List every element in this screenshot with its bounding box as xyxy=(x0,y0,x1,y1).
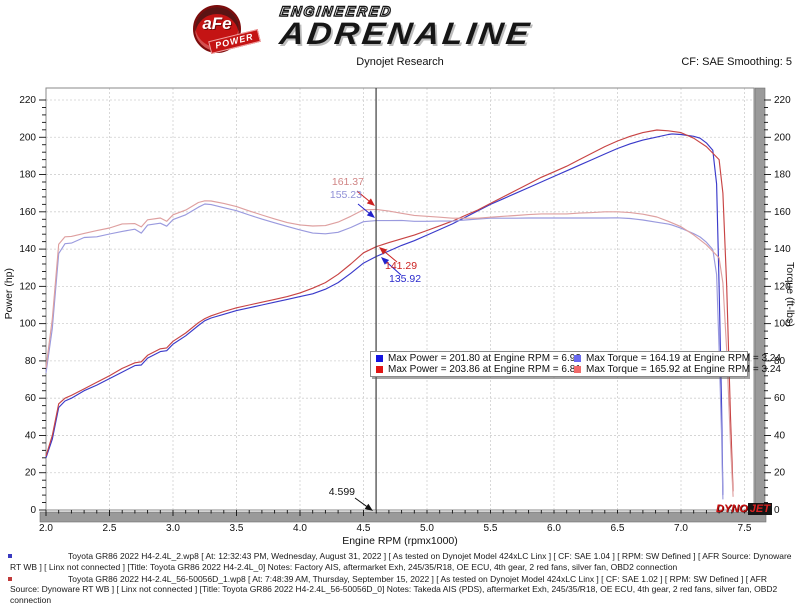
plot-border xyxy=(45,87,755,511)
smoothing-setting-label: CF: SAE Smoothing: 5 xyxy=(681,56,792,68)
y-tick-label-left: 0 xyxy=(30,505,36,516)
legend-box[interactable]: Max Power = 201.80 at Engine RPM = 6.93 … xyxy=(370,351,781,377)
run-text: Toyota GR86 2022 H4-2.4L_2.wp8 [ At: 12:… xyxy=(10,551,792,572)
rpm-axis-title: Engine RPM (rpmx1000) xyxy=(342,535,458,547)
run-descriptions: Toyota GR86 2022 H4-2.4L_2.wp8 [ At: 12:… xyxy=(0,551,796,607)
x-tick-label: 2.0 xyxy=(39,523,53,534)
y-tick-label-right: 180 xyxy=(774,170,791,181)
x-tick-label: 5.5 xyxy=(484,523,498,534)
power-run-blue-curve xyxy=(45,133,724,496)
y-tick-label-right: 120 xyxy=(774,281,791,292)
y-tick-label-right: 80 xyxy=(774,356,786,367)
torque-axis-title: Torque (ft-lbs) xyxy=(784,262,796,327)
dynojet-logo-dyno: DYNO xyxy=(716,503,748,515)
brand-banner: aFe POWER ENGINEERED ADRENALINE xyxy=(193,2,613,54)
callout-arrow-head xyxy=(381,257,390,265)
y-tick-label-right: 0 xyxy=(774,505,780,516)
run-bullet-red xyxy=(8,576,12,581)
y-tick-label-left: 120 xyxy=(19,281,36,292)
dynojet-logo-jet: JET xyxy=(747,503,772,515)
adrenaline-text: ADRENALINE xyxy=(277,16,535,51)
x-tick-label: 4.0 xyxy=(293,523,307,534)
x-tick-label: 3.0 xyxy=(166,523,180,534)
legend-swatch-red xyxy=(376,366,383,373)
callout-arrow-head xyxy=(366,210,375,218)
torque-run-red-curve xyxy=(45,200,734,497)
y-tick-label-right: 40 xyxy=(774,430,786,441)
y-tick-label-left: 200 xyxy=(19,132,36,143)
legend-swatch-lightblue xyxy=(574,355,581,362)
x-tick-label: 7.5 xyxy=(738,523,752,534)
x-tick-label: 4.5 xyxy=(357,523,371,534)
legend-entry-max-torque-blue: Max Torque = 164.19 at Engine RPM = 3.24 xyxy=(571,353,781,364)
x-tick-label: 6.5 xyxy=(611,523,625,534)
dyno-plot-svg: 0 0 20 20 40 40 60 60 80 80 100 100 120 120 140 140 160 1… xyxy=(19,87,791,534)
y-tick-label-right: 220 xyxy=(774,95,791,106)
legend-swatch-lightred xyxy=(574,366,581,373)
right-scrollbar[interactable] xyxy=(754,87,766,522)
y-tick-label-right: 160 xyxy=(774,207,791,218)
callout-arrow-line xyxy=(356,190,370,202)
y-tick-label-left: 180 xyxy=(19,170,36,181)
y-tick-label-right: 60 xyxy=(774,393,786,404)
x-tick-label: 6.0 xyxy=(547,523,561,534)
torque-value-callout-blue: 155.23 xyxy=(329,189,362,201)
legend-entry-max-power-blue: Max Power = 201.80 at Engine RPM = 6.93 xyxy=(373,353,581,364)
report-title: Dynojet Research xyxy=(356,56,444,68)
legend-entry-max-torque-red: Max Torque = 165.92 at Engine RPM = 3.24 xyxy=(571,364,781,375)
legend-text: Max Torque = 164.19 at Engine RPM = 3.24 xyxy=(586,353,781,364)
callout-arrow-line xyxy=(357,203,370,214)
legend-text: Max Torque = 165.92 at Engine RPM = 3.24 xyxy=(586,364,781,375)
run-description-2: Toyota GR86 2022 H4-2.4L_56-50056D_1.wp8… xyxy=(0,574,796,606)
x-tick-label: 5.0 xyxy=(420,523,434,534)
callout-arrow-head xyxy=(364,503,373,511)
power-run-red-curve xyxy=(45,129,734,492)
y-tick-label-left: 20 xyxy=(25,468,37,479)
y-tick-label-right: 200 xyxy=(774,132,791,143)
run-bullet-blue xyxy=(8,554,12,558)
torque-value-callout-red: 161.37 xyxy=(331,176,364,188)
y-tick-label-right: 20 xyxy=(774,468,786,479)
dynojet-logo: DYNO JET xyxy=(716,503,772,515)
legend-text: Max Power = 201.80 at Engine RPM = 6.93 xyxy=(388,353,581,364)
run-description-1: Toyota GR86 2022 H4-2.4L_2.wp8 [ At: 12:… xyxy=(0,551,796,573)
y-tick-label-left: 140 xyxy=(19,244,36,255)
y-tick-label-right: 140 xyxy=(774,244,791,255)
y-tick-label-left: 220 xyxy=(19,95,36,106)
dyno-chart: 0 0 20 20 40 40 60 60 80 80 100 100 120 120 140 140 160 1… xyxy=(0,80,800,552)
banner-words: ENGINEERED ADRENALINE xyxy=(278,2,535,51)
x-tick-label: 7.0 xyxy=(674,523,688,534)
afe-logo-text: aFe xyxy=(202,14,232,33)
x-tick-label: 3.5 xyxy=(230,523,244,534)
y-tick-label-left: 100 xyxy=(19,319,36,330)
y-tick-label-left: 160 xyxy=(19,207,36,218)
y-tick-label-left: 80 xyxy=(25,356,37,367)
callout-arrow-line xyxy=(354,497,367,507)
callout-arrow-line xyxy=(384,251,398,263)
callout-arrow-head xyxy=(366,198,375,206)
run-text: Toyota GR86 2022 H4-2.4L_56-50056D_1.wp8… xyxy=(10,573,778,606)
legend-text: Max Power = 203.86 at Engine RPM = 6.81 xyxy=(388,364,581,375)
y-tick-label-right: 100 xyxy=(774,319,791,330)
torque-run-blue-curve xyxy=(45,203,724,500)
power-value-callout-blue: 135.92 xyxy=(389,273,422,285)
legend-entry-max-power-red: Max Power = 203.86 at Engine RPM = 6.81 xyxy=(373,364,581,375)
bottom-scrollbar[interactable] xyxy=(39,511,767,523)
y-tick-label-left: 40 xyxy=(25,430,37,441)
x-tick-label: 2.5 xyxy=(103,523,117,534)
power-value-callout-red: 141.29 xyxy=(385,260,418,272)
power-axis-title: Power (hp) xyxy=(3,268,15,320)
y-tick-label-left: 60 xyxy=(25,393,37,404)
cursor-rpm-label: 4.599 xyxy=(328,486,355,498)
callout-arrow-line xyxy=(386,261,402,276)
legend-swatch-blue xyxy=(376,355,383,362)
callout-arrow-head xyxy=(379,247,388,255)
